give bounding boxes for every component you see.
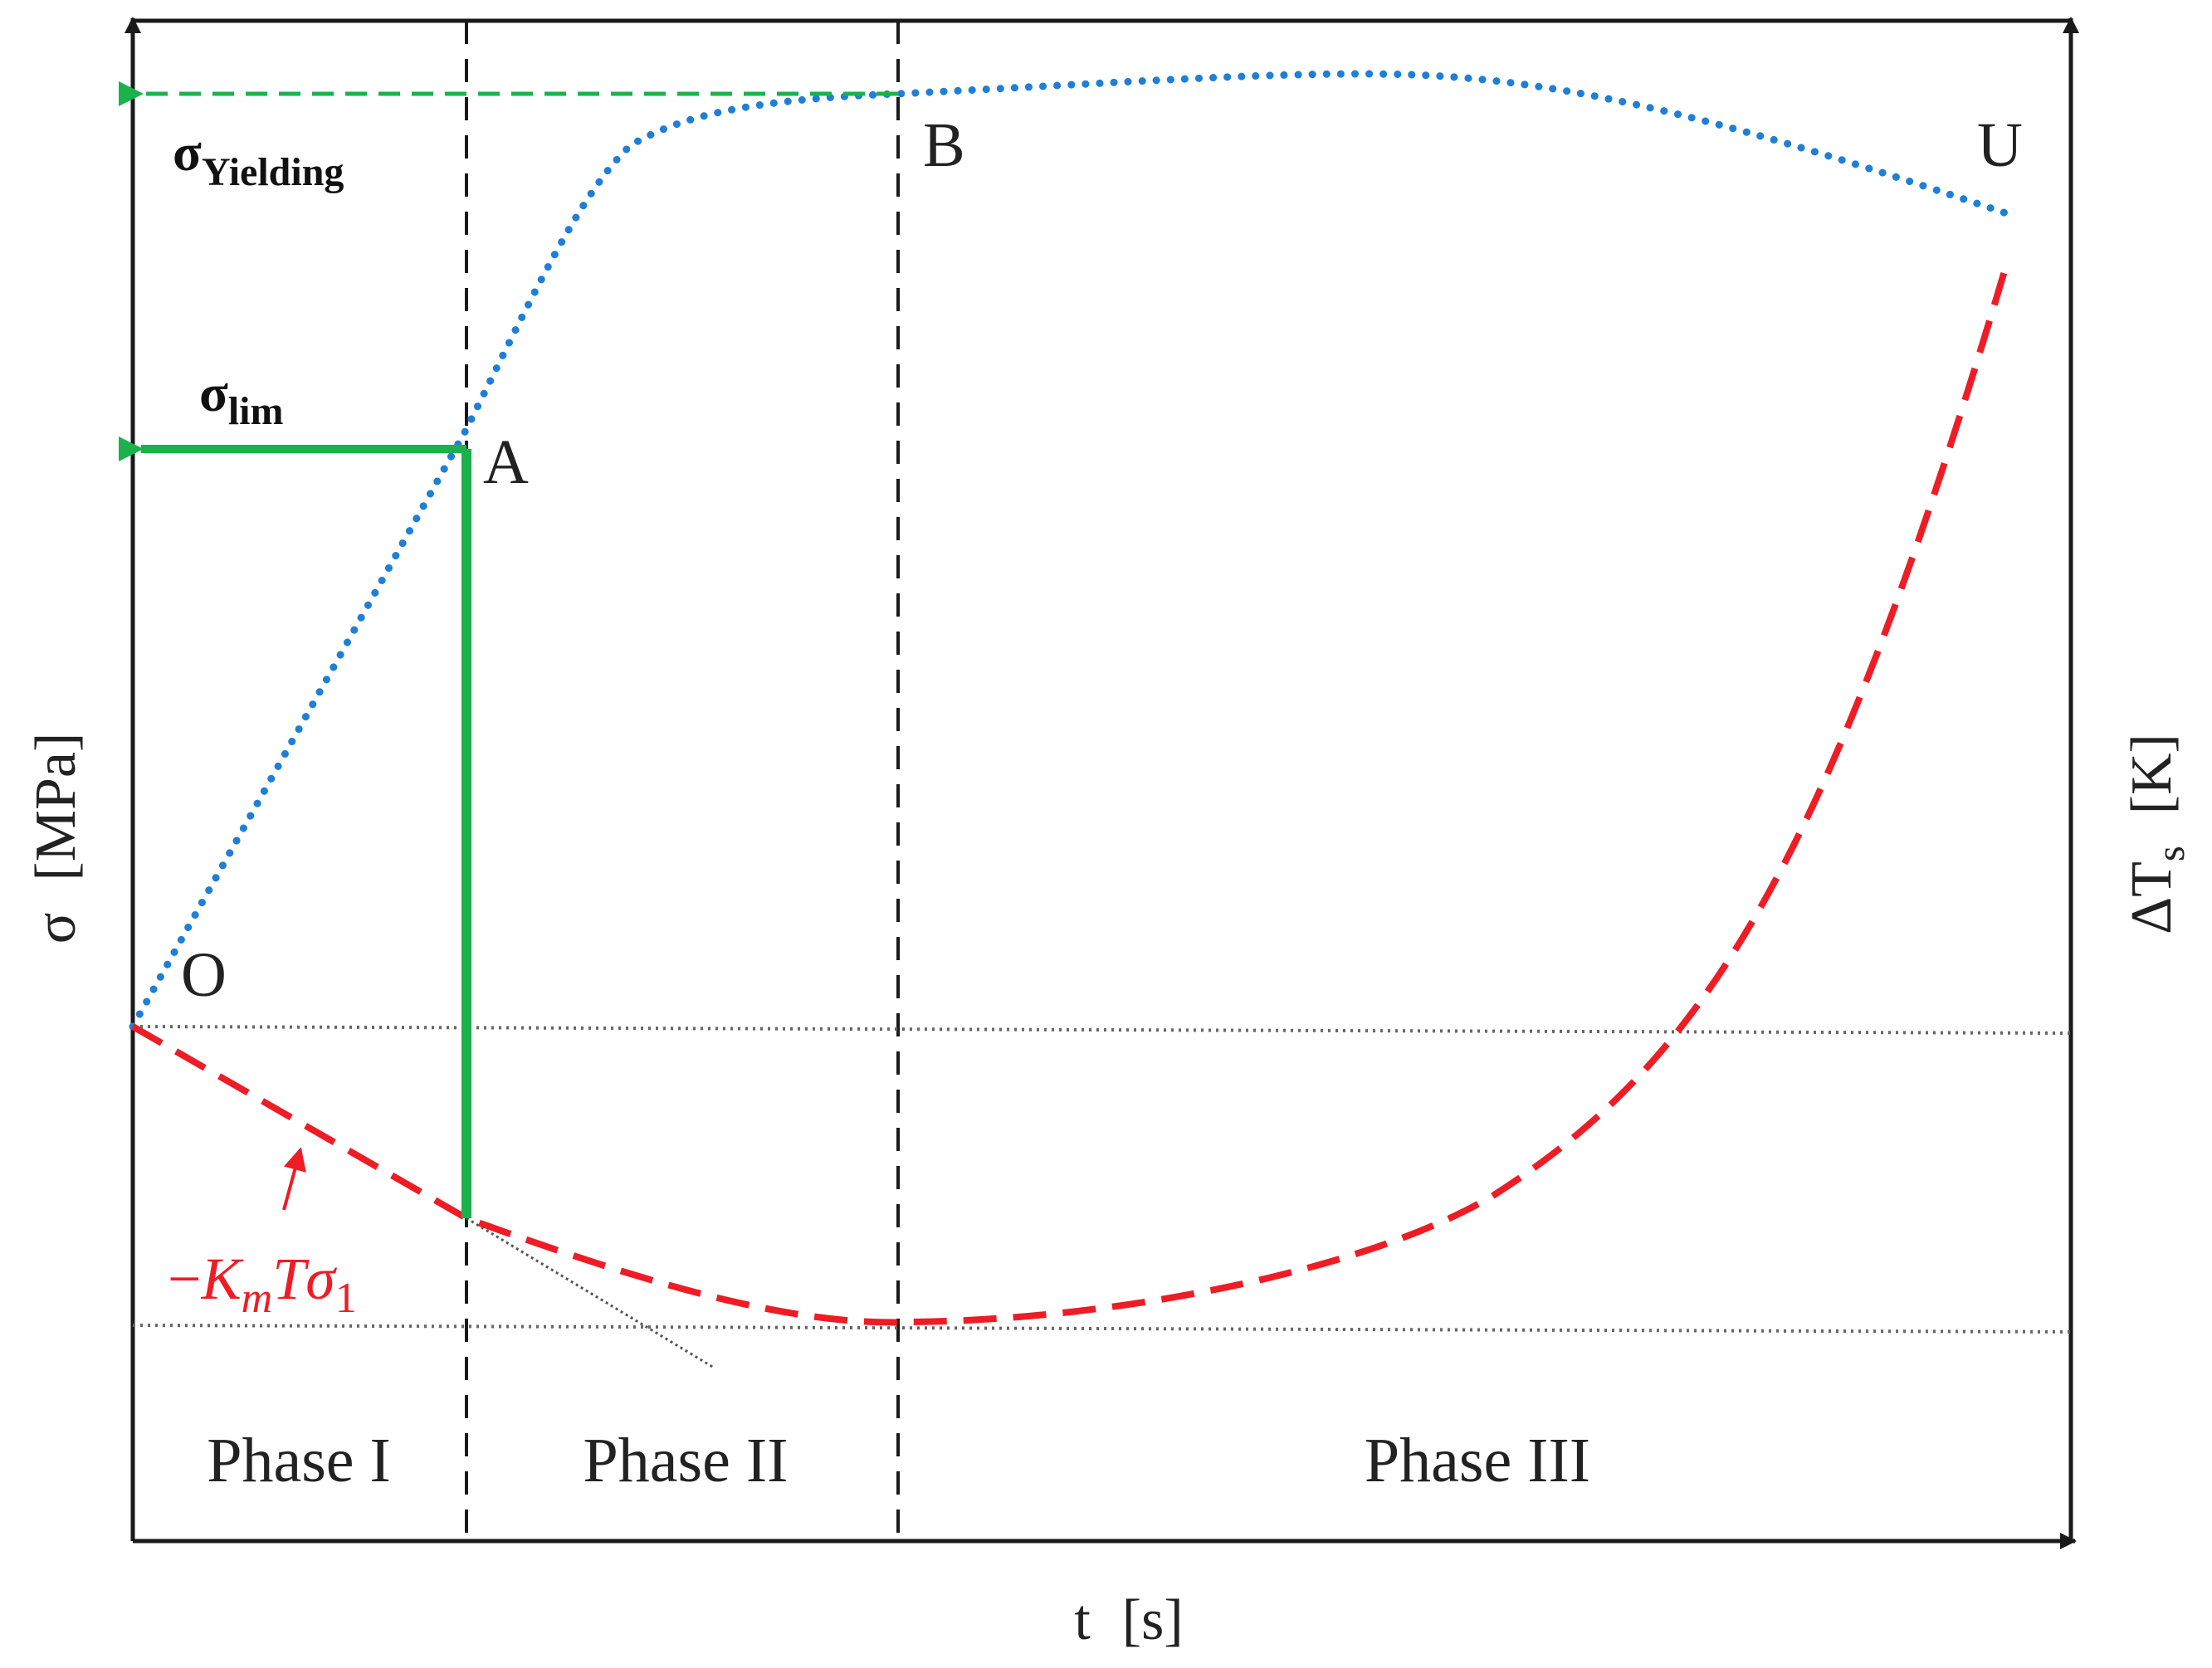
minimum-reference-line	[132, 1324, 2072, 1334]
stress-curve	[129, 70, 2013, 1031]
yield-stress-subscript: Yielding	[202, 150, 344, 194]
left-y-axis-title: σ [MPa]	[24, 733, 88, 944]
left-y-axis-unit: [MPa]	[24, 733, 88, 881]
formula-sigma-subscript: 1	[335, 1275, 357, 1322]
formula-t: T	[272, 1246, 310, 1312]
phase-label-3: Phase III	[1365, 1426, 1590, 1495]
tangent-guide-line	[466, 1217, 715, 1369]
yield-stress-label: σYielding	[173, 123, 344, 194]
point-label-o: O	[181, 940, 227, 1010]
formula-minus: −	[168, 1246, 202, 1312]
right-y-axis-unit: [K]	[2120, 734, 2184, 814]
limit-stress-subscript: lim	[228, 389, 284, 433]
formula-sigma: σ	[305, 1246, 337, 1312]
yield-stress-symbol: σ	[173, 123, 202, 182]
right-y-axis-subscript: s	[2149, 846, 2193, 861]
x-axis-unit: [s]	[1122, 1588, 1184, 1652]
phase-label-1: Phase I	[207, 1426, 391, 1495]
x-axis-title: t [s]	[1074, 1588, 1183, 1652]
left-y-axis-variable: σ	[24, 913, 88, 944]
zero-reference-line	[132, 1025, 2072, 1035]
point-label-a: A	[483, 427, 529, 497]
limit-stress-symbol: σ	[199, 363, 228, 422]
point-label-u: U	[1977, 110, 2023, 180]
right-y-axis-title: ΔTs [K]	[2120, 734, 2193, 934]
formula-pointer-arrow	[282, 1147, 306, 1211]
formula-k-subscript: m	[242, 1275, 273, 1322]
limit-stress-label: σlim	[199, 363, 283, 433]
point-label-b: B	[923, 110, 965, 180]
temperature-curve	[131, 264, 2009, 1326]
right-y-axis-variable: ΔT	[2120, 861, 2184, 934]
axes-frame	[125, 17, 2079, 1549]
formula-k: K	[201, 1246, 245, 1312]
phase-label-2: Phase II	[584, 1426, 789, 1495]
x-axis-variable: t	[1074, 1588, 1091, 1652]
formula-label: −KmTσ1	[168, 1246, 357, 1322]
